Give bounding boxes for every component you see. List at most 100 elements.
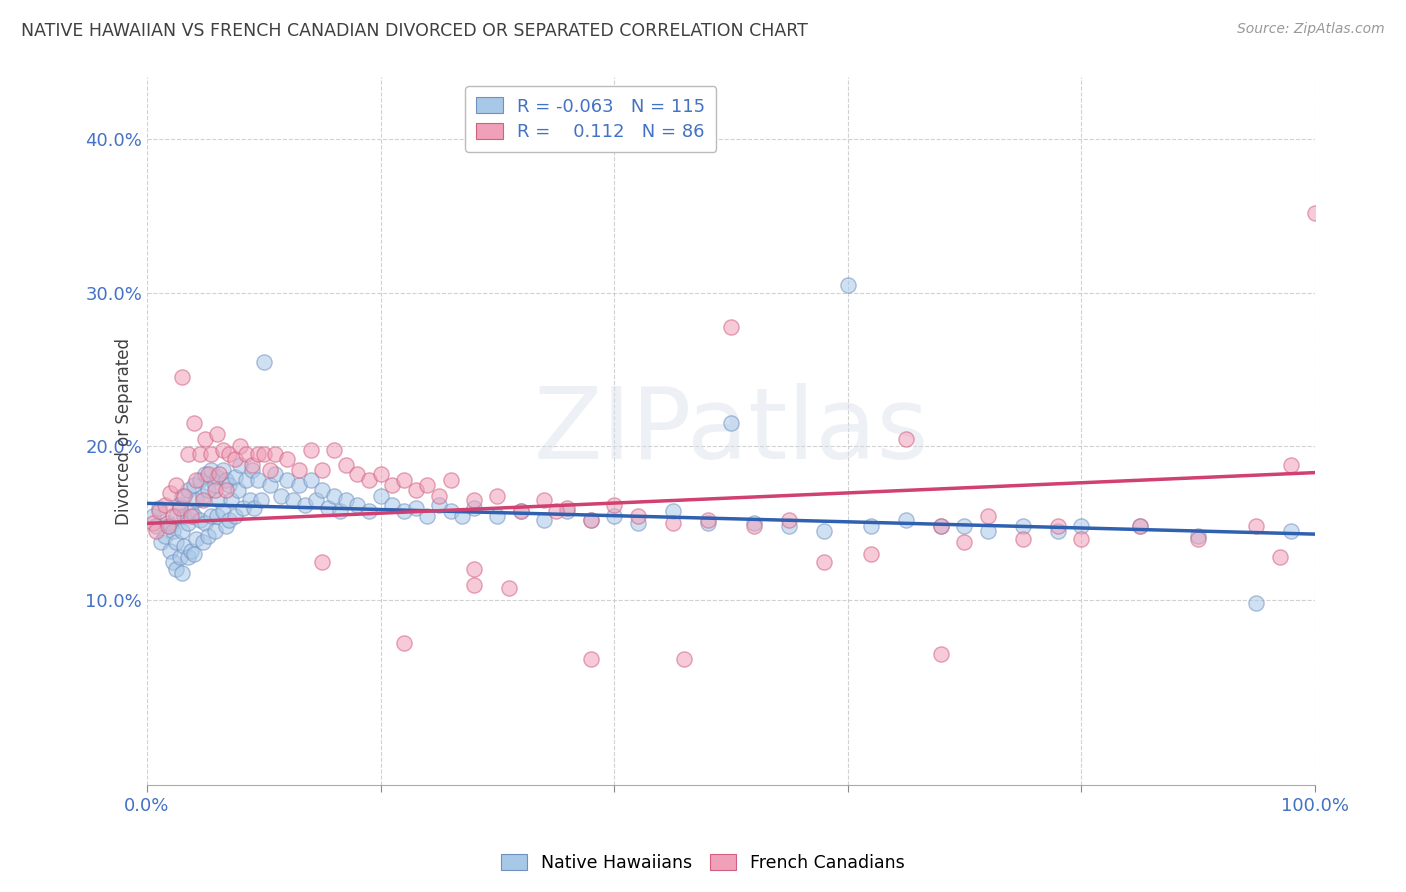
Point [498,581,520,595]
Point [224,451,246,466]
Point [894,513,917,527]
Point [197,529,219,543]
Point [173,540,195,554]
Point [162,508,184,523]
Point [145,524,167,538]
Point [212,504,235,518]
Point [173,489,195,503]
Point [299,473,322,487]
Point [557,504,579,518]
Point [381,498,404,512]
Point [370,489,392,503]
Point [194,467,217,482]
Point [183,478,205,492]
Point [205,427,228,442]
Point [1187,532,1209,546]
Point [294,498,316,512]
Point [205,508,228,523]
Point [357,504,380,518]
Point [250,493,273,508]
Point [208,493,231,508]
Y-axis label: Divorced or Separated: Divorced or Separated [115,337,134,524]
Point [953,519,976,533]
Point [1246,596,1268,610]
Point [183,547,205,561]
Point [226,483,249,497]
Point [184,473,207,487]
Point [742,516,765,531]
Point [463,493,485,508]
Point [218,513,240,527]
Point [191,534,214,549]
Point [239,493,262,508]
Point [288,478,311,492]
Point [305,493,328,508]
Point [544,504,567,518]
Point [204,478,226,492]
Point [1046,524,1069,538]
Point [1129,519,1152,533]
Point [440,504,463,518]
Point [170,370,193,384]
Point [177,516,200,531]
Point [150,534,173,549]
Point [212,462,235,476]
Point [159,485,181,500]
Point [205,470,228,484]
Point [246,473,269,487]
Point [533,493,555,508]
Point [860,547,883,561]
Point [142,516,165,531]
Point [165,508,187,523]
Point [392,636,415,650]
Point [169,498,191,512]
Point [157,516,180,531]
Point [661,504,683,518]
Point [860,519,883,533]
Point [463,578,485,592]
Point [259,478,281,492]
Point [533,513,555,527]
Point [1303,206,1326,220]
Legend: Native Hawaiians, French Canadians: Native Hawaiians, French Canadians [495,847,911,879]
Point [180,508,202,523]
Point [720,417,742,431]
Point [219,493,242,508]
Point [264,447,287,461]
Point [451,508,474,523]
Point [264,467,287,482]
Point [696,513,718,527]
Text: NATIVE HAWAIIAN VS FRENCH CANADIAN DIVORCED OR SEPARATED CORRELATION CHART: NATIVE HAWAIIAN VS FRENCH CANADIAN DIVOR… [21,22,808,40]
Point [579,651,602,665]
Point [240,458,263,472]
Point [180,544,202,558]
Point [218,478,240,492]
Point [486,489,509,503]
Point [557,500,579,515]
Point [191,493,214,508]
Point [626,508,648,523]
Point [153,529,176,543]
Point [778,513,800,527]
Point [1187,529,1209,543]
Point [392,473,415,487]
Point [148,500,170,515]
Point [170,524,193,538]
Text: ZIPatlas: ZIPatlas [533,383,929,480]
Point [188,473,211,487]
Point [1281,458,1303,472]
Point [157,519,180,533]
Point [392,504,415,518]
Point [813,555,835,569]
Point [329,504,352,518]
Point [235,447,257,461]
Point [184,493,207,508]
Point [416,508,439,523]
Point [177,447,200,461]
Point [183,417,205,431]
Point [720,319,742,334]
Point [335,493,357,508]
Point [218,447,240,461]
Point [142,508,165,523]
Point [200,462,222,476]
